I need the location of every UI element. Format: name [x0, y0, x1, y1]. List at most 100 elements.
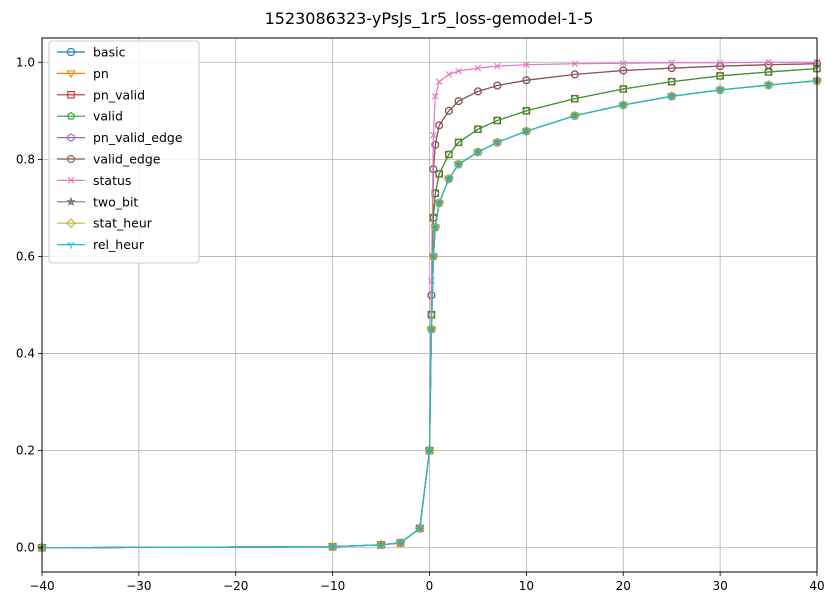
legend-marker: [66, 218, 76, 229]
data-point: [473, 124, 483, 133]
data-point: [619, 84, 628, 93]
data-point: [431, 92, 439, 100]
y-tick-label: 1.0: [16, 55, 35, 69]
x-tick-label: −20: [223, 579, 248, 593]
data-point: [493, 139, 502, 147]
data-point: [667, 93, 676, 101]
data-point: [416, 525, 424, 533]
data-point: [429, 213, 438, 222]
x-tick-label: 0: [426, 579, 434, 593]
data-point: [668, 59, 676, 67]
legend-item: basic: [57, 45, 126, 60]
data-point: [328, 544, 337, 551]
x-tick-label: 30: [712, 579, 727, 593]
legend-item: pn_valid_edge: [57, 130, 183, 145]
legend-marker: [67, 177, 75, 184]
data-point: [435, 121, 444, 130]
x-tick-label: −30: [126, 579, 151, 593]
data-point: [493, 62, 501, 70]
legend-item: valid_edge: [57, 152, 161, 167]
data-point: [444, 106, 453, 115]
x-tick-label: 20: [616, 579, 631, 593]
data-point: [454, 97, 463, 105]
x-axis: −40 −30 −20 −10 0 10 20 30 40: [29, 572, 825, 593]
data-point: [522, 106, 531, 115]
legend-label: pn_valid: [93, 87, 145, 102]
data-point: [522, 61, 530, 69]
y-tick-label: 0.0: [16, 541, 35, 555]
legend-item: rel_heur: [57, 237, 145, 252]
legend-marker: [66, 196, 76, 206]
data-point: [619, 59, 627, 67]
chart-title: 1523086323-yPsJs_1r5_loss-gemodel-1-5: [265, 9, 594, 29]
legend-item: valid: [57, 109, 123, 124]
data-point: [455, 67, 462, 75]
data-point: [716, 62, 725, 71]
x-tick-label: −10: [320, 579, 345, 593]
data-point: [445, 176, 453, 183]
data-point: [444, 150, 453, 158]
data-point: [431, 140, 440, 149]
x-tick-label: 10: [519, 579, 534, 593]
series-rel_heur: [38, 78, 821, 552]
legend-label: valid: [93, 109, 123, 124]
data-point: [474, 149, 482, 157]
y-tick-label: 0.2: [16, 444, 35, 458]
legend-label: rel_heur: [93, 237, 145, 252]
data-point: [431, 224, 440, 232]
y-tick-label: 0.6: [16, 249, 35, 263]
legend-marker: [67, 133, 75, 142]
x-tick-label: 40: [809, 579, 824, 593]
data-point: [429, 253, 438, 261]
legend-item: status: [57, 173, 131, 188]
data-point: [454, 138, 463, 146]
data-point: [425, 448, 434, 455]
data-point: [619, 66, 628, 75]
legend-marker: [67, 91, 75, 99]
legend-item: stat_heur: [57, 216, 153, 231]
data-point: [493, 116, 502, 124]
data-point: [619, 102, 628, 109]
legend-box: [48, 40, 200, 264]
y-tick-label: 0.8: [16, 152, 35, 166]
legend-marker: [67, 155, 75, 163]
legend-label: basic: [93, 45, 126, 60]
y-tick-label: 0.4: [16, 347, 35, 361]
data-point: [474, 64, 482, 72]
data-point: [429, 165, 438, 173]
data-point: [396, 540, 405, 547]
data-point: [716, 87, 724, 94]
data-point: [764, 67, 773, 76]
data-point: [667, 77, 676, 86]
data-point: [716, 71, 725, 80]
legend-label: two_bit: [93, 194, 138, 209]
data-point: [522, 76, 531, 85]
legend-label: pn_valid_edge: [93, 130, 183, 145]
data-point: [522, 128, 531, 136]
data-point: [765, 58, 772, 66]
data-point: [429, 131, 437, 139]
data-point: [377, 542, 385, 549]
legend-item: pn: [57, 66, 109, 81]
data-point: [435, 78, 443, 86]
data-point: [435, 169, 444, 178]
data-point: [445, 71, 453, 78]
legend-item: pn_valid: [57, 87, 145, 102]
legend-label: pn: [93, 66, 109, 81]
data-point: [570, 94, 579, 103]
data-point: [570, 70, 579, 79]
legend-marker: [66, 111, 76, 120]
legend-label: status: [93, 173, 131, 188]
data-point: [427, 326, 436, 334]
data-point: [571, 60, 579, 68]
x-tick-label: −40: [29, 579, 54, 593]
legend-marker: [66, 47, 76, 57]
data-point: [474, 87, 482, 96]
data-point: [493, 81, 502, 90]
data-point: [764, 82, 773, 90]
legend-marker: [67, 242, 75, 249]
data-point: [435, 200, 443, 208]
data-point: [571, 113, 579, 120]
legend-item: two_bit: [57, 194, 138, 209]
